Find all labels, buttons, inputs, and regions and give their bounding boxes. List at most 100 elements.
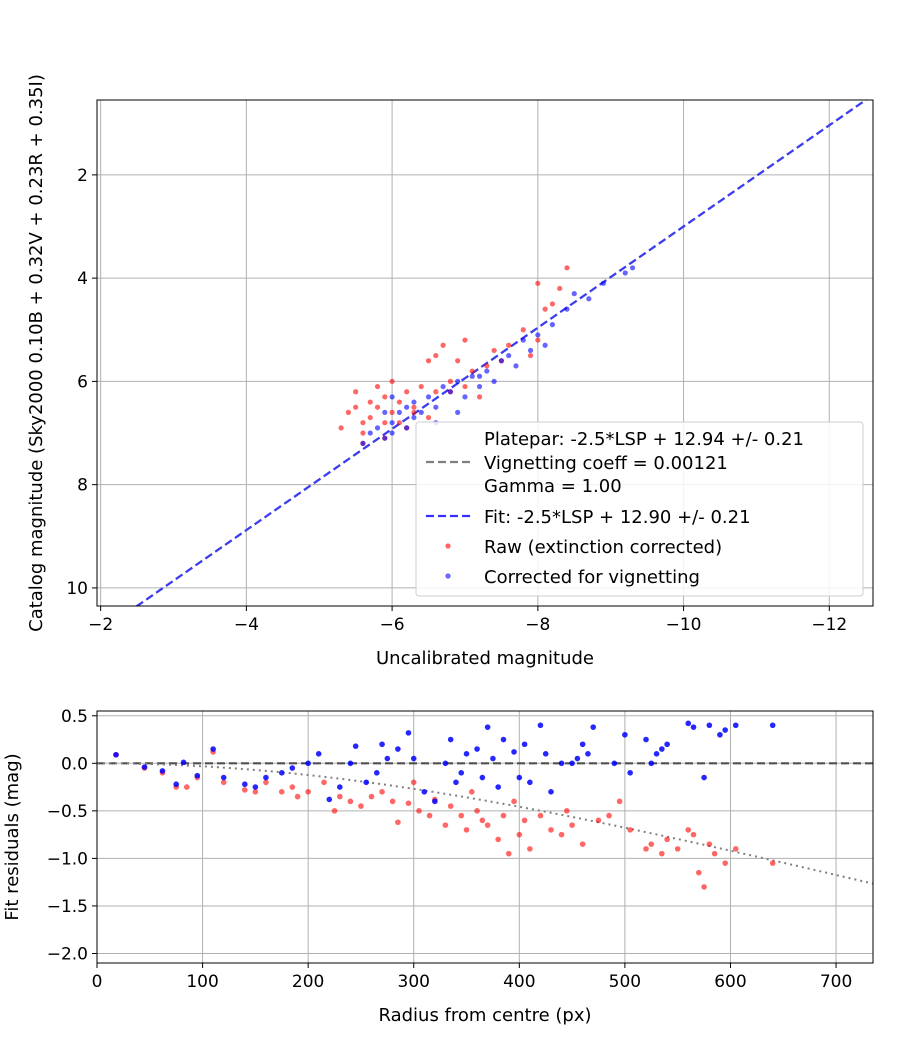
bottom-point <box>479 817 486 824</box>
top-y-tick-label: 4 <box>77 269 88 289</box>
top-x-tick-label: −2 <box>88 615 113 635</box>
bottom-point <box>289 784 296 790</box>
bottom-point <box>516 831 523 838</box>
top-point <box>360 430 366 436</box>
bottom-point <box>648 760 655 767</box>
top-point <box>527 347 534 354</box>
bottom-point <box>305 760 311 767</box>
bottom-x-ticks: 0 100 200 300 400 500 600 700 <box>92 963 852 992</box>
top-y-ticks: 2 4 6 8 10 <box>66 166 97 599</box>
bottom-point <box>574 755 581 762</box>
bottom-y-tick-label: −2.0 <box>47 944 88 964</box>
top-point <box>440 342 446 348</box>
top-point <box>462 394 468 400</box>
bottom-point <box>569 760 575 767</box>
legend-box <box>415 421 864 597</box>
bottom-reference-lines <box>97 762 873 885</box>
top-point <box>469 368 475 374</box>
bottom-point <box>537 722 544 729</box>
bottom-point <box>180 759 187 766</box>
bottom-x-tick-label: 200 <box>292 972 324 992</box>
bottom-point <box>331 808 338 814</box>
top-point <box>425 414 432 421</box>
top-y-tick-label: 6 <box>77 372 88 392</box>
bottom-point <box>321 779 327 786</box>
top-point <box>360 420 366 426</box>
bottom-point <box>664 741 670 748</box>
bottom-point <box>505 850 512 857</box>
bottom-point <box>220 779 227 786</box>
top-point <box>571 291 577 297</box>
bottom-point <box>659 746 665 752</box>
bottom-x-tick-label: 700 <box>820 972 852 992</box>
bottom-point <box>622 731 628 738</box>
top-x-axis-label: Uncalibrated magnitude <box>376 648 594 669</box>
bottom-point <box>395 819 401 826</box>
legend-fit-label: Fit: -2.5*LSP + 12.90 +/- 0.21 <box>484 507 751 528</box>
top-point <box>338 425 344 431</box>
bottom-point <box>722 860 728 866</box>
bottom-point <box>579 841 586 847</box>
bottom-y-tick-label: −1.0 <box>47 849 88 869</box>
bottom-point <box>294 793 301 800</box>
bottom-point <box>690 724 697 730</box>
top-point <box>564 265 570 271</box>
bottom-y-ticks: 0.5 0.0 −0.5 −1.0 −1.5 −2.0 <box>47 707 97 964</box>
bottom-point <box>659 850 665 857</box>
bottom-point <box>405 800 412 807</box>
bottom-point <box>463 750 470 757</box>
bottom-point <box>379 789 385 795</box>
bottom-vignetting-curve <box>97 762 873 885</box>
legend-raw-swatch <box>445 543 451 549</box>
bottom-point <box>558 831 565 838</box>
top-point <box>374 425 381 431</box>
bottom-y-axis-label: Fit residuals (mag) <box>2 753 23 920</box>
top-x-tick-label: −10 <box>666 615 702 635</box>
top-point <box>455 358 461 364</box>
bottom-point <box>701 774 707 781</box>
bottom-point <box>347 760 354 767</box>
bottom-point <box>447 803 454 809</box>
top-point <box>629 265 636 271</box>
bottom-point <box>495 836 501 843</box>
bottom-plot-frame <box>96 710 874 964</box>
bottom-point <box>173 781 179 788</box>
top-point <box>549 322 555 328</box>
bottom-point <box>368 793 375 800</box>
bottom-point <box>474 746 480 752</box>
bottom-point <box>579 741 586 748</box>
top-point <box>389 430 395 436</box>
top-point <box>382 394 388 400</box>
bottom-point <box>595 817 602 824</box>
top-point <box>498 358 504 364</box>
bottom-point <box>537 812 544 819</box>
bottom-point <box>722 727 728 733</box>
top-point <box>491 378 497 384</box>
bottom-point <box>695 869 702 876</box>
top-point <box>484 368 490 374</box>
bottom-x-tick-label: 500 <box>609 972 641 992</box>
top-point <box>549 301 555 307</box>
bottom-point <box>315 750 322 757</box>
bottom-point <box>242 781 248 788</box>
bottom-x-tick-label: 300 <box>398 972 430 992</box>
bottom-point <box>701 884 707 890</box>
bottom-point <box>616 798 623 805</box>
top-point <box>396 409 402 415</box>
top-point <box>527 352 534 359</box>
bottom-point <box>363 779 370 786</box>
bottom-y-tick-label: −0.5 <box>47 802 88 822</box>
bottom-point <box>337 793 343 800</box>
top-point <box>353 389 359 395</box>
bottom-x-tick-label: 0 <box>92 972 103 992</box>
bottom-point <box>590 724 597 730</box>
bottom-point <box>458 770 465 776</box>
top-point <box>389 409 395 415</box>
bottom-point <box>611 760 618 767</box>
legend-corrected-label: Corrected for vignetting <box>484 567 700 588</box>
top-point <box>367 399 373 405</box>
top-point <box>425 394 432 400</box>
bottom-point <box>347 798 354 805</box>
bottom-point <box>732 722 739 729</box>
bottom-point <box>352 743 359 749</box>
